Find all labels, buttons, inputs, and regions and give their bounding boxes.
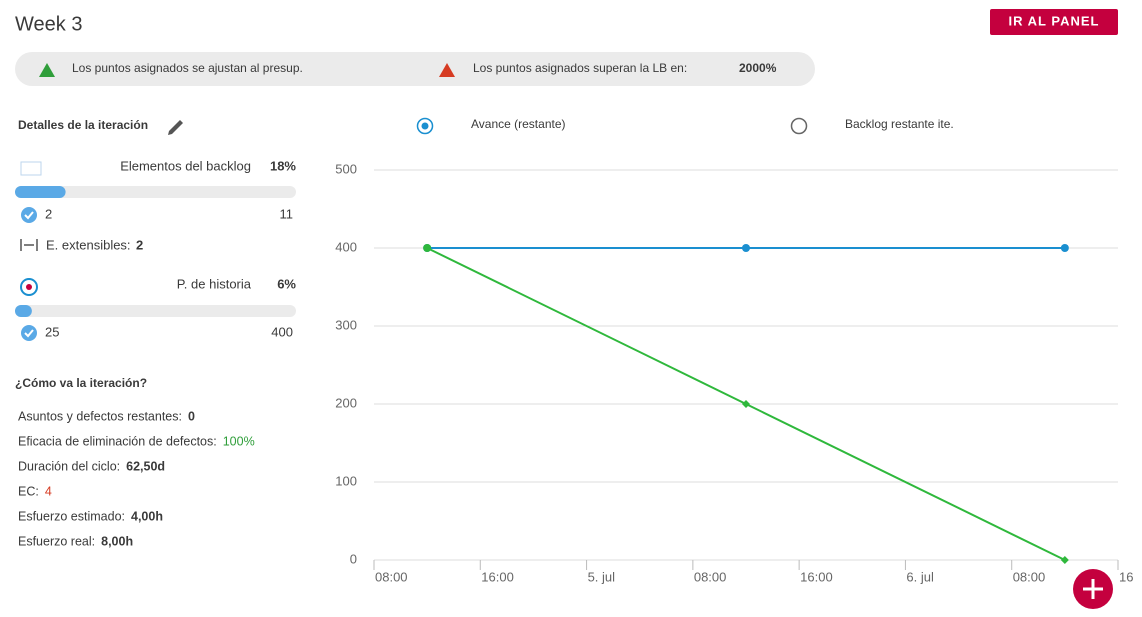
backlog-done: 2 bbox=[45, 206, 52, 221]
status-label: Duración del ciclo: bbox=[18, 459, 120, 473]
story-icon-dot bbox=[26, 284, 32, 290]
edit-icon[interactable] bbox=[168, 120, 183, 135]
status-value: 4,00h bbox=[131, 509, 163, 523]
status-title: ¿Cómo va la iteración? bbox=[15, 376, 147, 390]
story-done: 25 bbox=[45, 324, 59, 339]
x-tick-label: 16:00 bbox=[481, 569, 514, 584]
point bbox=[1060, 556, 1069, 564]
panel-button-label[interactable]: IR AL PANEL bbox=[1009, 13, 1100, 28]
banner bbox=[15, 52, 815, 86]
extensible-label: E. extensibles: bbox=[46, 237, 131, 252]
status-label: Eficacia de eliminación de defectos: bbox=[18, 434, 217, 448]
add-icon[interactable] bbox=[1083, 579, 1103, 599]
x-tick-label: 08:00 bbox=[375, 569, 408, 584]
radio[interactable] bbox=[790, 117, 808, 135]
status-value: 8,00h bbox=[101, 534, 133, 548]
check-mark bbox=[24, 329, 34, 338]
extensible-value: 2 bbox=[136, 237, 143, 252]
banner-warn: Los puntos asignados superan la LB en: bbox=[473, 61, 687, 75]
backlog-percent: 18% bbox=[270, 158, 296, 173]
warn-icon bbox=[439, 63, 455, 77]
banner-warn-value: 2000% bbox=[739, 61, 777, 75]
ok-icon bbox=[39, 63, 55, 77]
backlog-label: Elementos del backlog bbox=[120, 158, 251, 173]
point bbox=[423, 244, 432, 252]
x-tick-label: 6. jul bbox=[906, 569, 934, 584]
status-value: 4 bbox=[45, 484, 52, 498]
check-icon bbox=[21, 207, 37, 223]
story-label: P. de historia bbox=[177, 276, 252, 291]
radio-label: Avance (restante) bbox=[471, 117, 566, 131]
story-total: 400 bbox=[271, 324, 293, 339]
page-title: Week 3 bbox=[15, 13, 82, 35]
point bbox=[742, 400, 750, 408]
point bbox=[742, 244, 750, 252]
panel-button[interactable] bbox=[990, 9, 1118, 35]
radio-label: Backlog restante ite. bbox=[845, 117, 954, 131]
progress-track bbox=[15, 305, 296, 317]
y-tick-label: 200 bbox=[335, 395, 357, 410]
check-mark bbox=[24, 211, 34, 220]
x-tick-label: 08:00 bbox=[1013, 569, 1046, 584]
x-tick-label: 08:00 bbox=[694, 569, 727, 584]
status-value: 0 bbox=[188, 409, 195, 423]
y-tick-label: 0 bbox=[350, 551, 357, 566]
story-icon bbox=[20, 278, 38, 296]
details-title: Detalles de la iteración bbox=[18, 118, 148, 132]
y-tick-label: 100 bbox=[335, 473, 357, 488]
x-tick-label: 16:00 bbox=[800, 569, 833, 584]
progress-track bbox=[15, 186, 296, 198]
backlog-icon bbox=[20, 161, 42, 176]
status-label: Asuntos y defectos restantes: bbox=[18, 409, 182, 423]
progress-fill bbox=[15, 186, 66, 198]
y-tick-label: 500 bbox=[335, 161, 357, 176]
backlog-total: 11 bbox=[280, 206, 294, 221]
point bbox=[1060, 244, 1069, 252]
check-icon bbox=[21, 325, 37, 341]
extensible-icon bbox=[20, 239, 38, 251]
status-label: Esfuerzo estimado: bbox=[18, 509, 125, 523]
status-label: Esfuerzo real: bbox=[18, 534, 95, 548]
y-tick-label: 400 bbox=[335, 239, 357, 254]
status-label: EC: bbox=[18, 484, 39, 498]
y-tick-label: 300 bbox=[335, 317, 357, 332]
story-percent: 6% bbox=[277, 276, 296, 291]
banner-ok: Los puntos asignados se ajustan al presu… bbox=[72, 61, 303, 75]
status-value: 62,50d bbox=[126, 459, 165, 473]
status-value: 100% bbox=[223, 434, 255, 448]
radio-dot bbox=[421, 122, 429, 130]
progress-fill bbox=[15, 305, 32, 317]
x-tick-label: 5. jul bbox=[588, 569, 616, 584]
x-tick-label: 16 bbox=[1119, 569, 1133, 584]
